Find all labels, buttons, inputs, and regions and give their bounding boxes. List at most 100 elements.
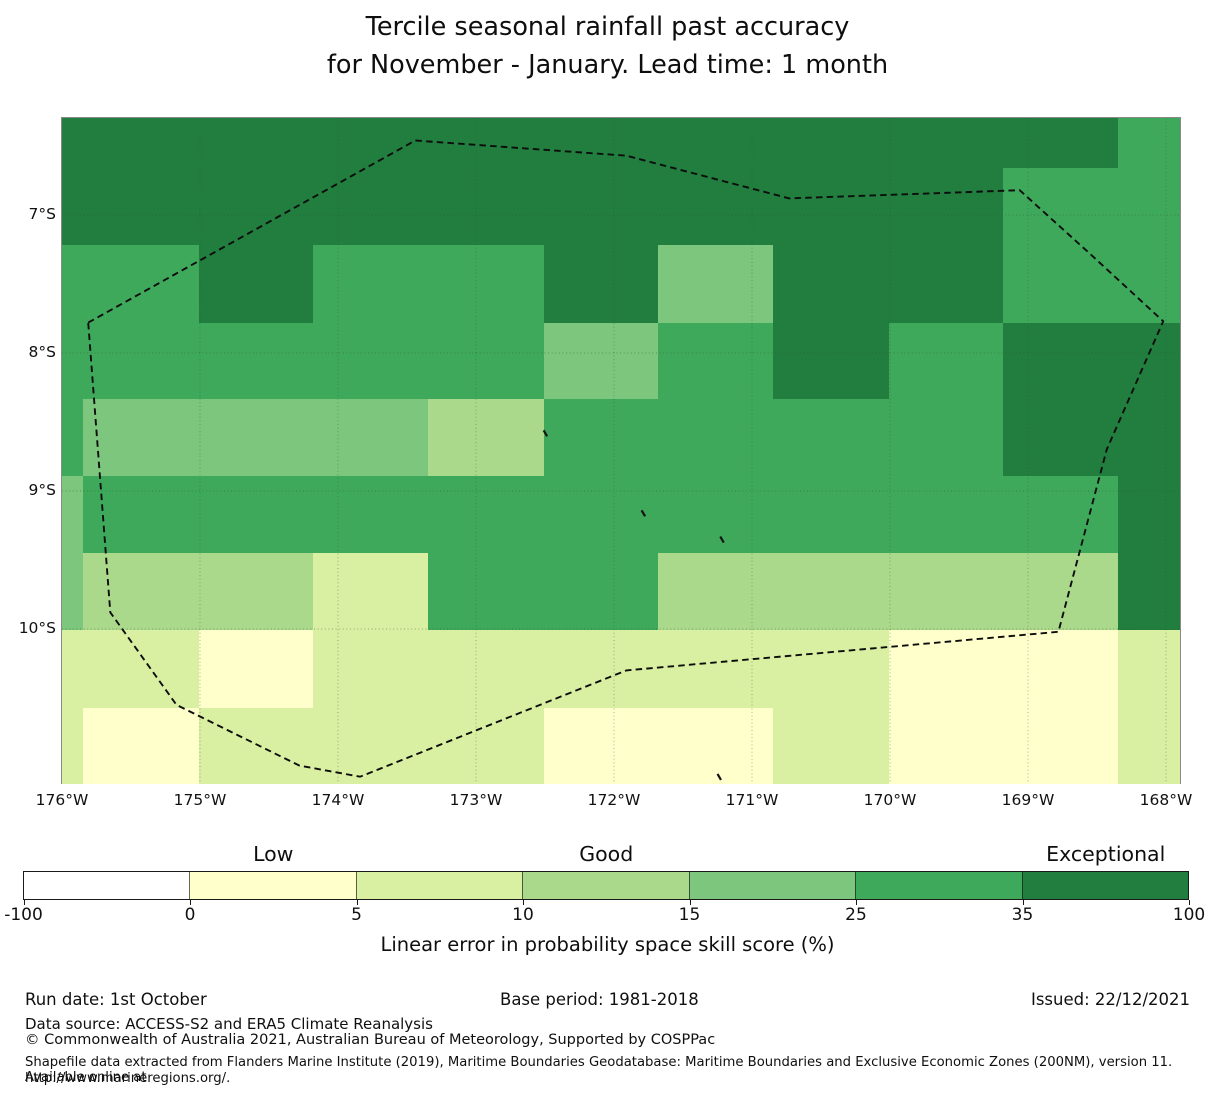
map-cell (658, 553, 774, 631)
map-cell (62, 118, 84, 169)
map-cell (198, 322, 314, 400)
map-cell (198, 553, 314, 631)
map-cell (427, 118, 545, 169)
map-cell (888, 707, 1004, 785)
footer-run-date: Run date: 1st October (25, 990, 207, 1009)
map-cell (427, 245, 545, 324)
map-cell (543, 707, 659, 785)
colorbar-tick-label: -100 (4, 905, 43, 925)
map-cell (888, 475, 1004, 554)
map-cell (198, 245, 314, 324)
map-cell (772, 398, 890, 477)
map-cell (62, 245, 84, 324)
map-cell (543, 245, 659, 324)
colorbar-tick-label: 10 (512, 905, 534, 925)
colorbar-axis-label: Linear error in probability space skill … (380, 933, 835, 956)
map-cell (772, 245, 890, 324)
lon-tick-label: 168°W (1139, 791, 1193, 809)
map-cell (1003, 707, 1119, 785)
colorbar (23, 871, 1189, 900)
map-cell (62, 475, 84, 554)
lon-tick-label: 169°W (1001, 791, 1055, 809)
map-cell (62, 322, 84, 400)
footer-base-period: Base period: 1981-2018 (500, 990, 699, 1009)
map-cell (658, 168, 774, 246)
map-cell (543, 168, 659, 246)
map-cell (658, 630, 774, 709)
map-cell (658, 322, 774, 400)
lon-tick-label: 175°W (173, 791, 227, 809)
lon-tick-label: 170°W (863, 791, 917, 809)
footer-issued-date: Issued: 22/12/2021 (1030, 990, 1190, 1009)
map-cell (888, 168, 1004, 246)
map-cell (1003, 630, 1119, 709)
island-mark (716, 773, 722, 781)
map-cell (427, 322, 545, 400)
map-cell (313, 322, 429, 400)
map-cell (62, 707, 84, 785)
map-cell (62, 168, 84, 246)
lat-tick-label: 10°S (18, 619, 56, 637)
map-cell (82, 398, 200, 477)
colorbar-tick-label: 15 (678, 905, 701, 925)
map-cell (82, 118, 200, 169)
colorbar-tick-mark (190, 900, 191, 905)
page-title-line1: Tercile seasonal rainfall past accuracy (365, 12, 850, 42)
map-cell (658, 707, 774, 785)
lat-tick-label: 7°S (28, 205, 56, 223)
map-cell (62, 398, 84, 477)
map-cell (1117, 630, 1181, 709)
lat-tick-label: 8°S (28, 343, 56, 361)
map-cell (888, 322, 1004, 400)
island-mark (719, 535, 725, 544)
colorbar-segment (1021, 872, 1188, 899)
map-cell (1117, 245, 1181, 324)
colorbar-segment (855, 872, 1022, 899)
footer-shapefile-attribution-line2: http://www.marineregions.org/. (25, 1071, 231, 1086)
colorbar-tick-mark (356, 900, 358, 905)
map-cell (772, 118, 890, 169)
colorbar-category-label: Good (579, 842, 634, 866)
lon-tick-label: 172°W (587, 791, 641, 809)
island-mark (640, 509, 647, 517)
lon-tick-label: 176°W (35, 791, 89, 809)
map-cell (772, 168, 890, 246)
eez-boundary-line (87, 139, 1165, 778)
map-cell (427, 707, 545, 785)
map-cell (1003, 553, 1119, 631)
map-cell (62, 630, 84, 709)
map-cell (1117, 322, 1181, 400)
map-cell (1117, 118, 1181, 169)
map-cell (198, 475, 314, 554)
island-mark (542, 429, 549, 437)
map-cell (772, 553, 890, 631)
map-cell (658, 245, 774, 324)
map-cell (772, 322, 890, 400)
map-cell (1117, 168, 1181, 246)
map-cell (313, 707, 429, 785)
colorbar-tick-mark (1022, 900, 1024, 905)
map-cell (313, 630, 429, 709)
map-cell (888, 553, 1004, 631)
map-cell (198, 398, 314, 477)
colorbar-segment (24, 872, 190, 899)
map-cell (543, 475, 659, 554)
footer-copyright: © Commonwealth of Australia 2021, Austra… (25, 1032, 716, 1048)
map-cell (1003, 245, 1119, 324)
page-title-line2: for November - January. Lead time: 1 mon… (326, 50, 889, 80)
map-cell (313, 245, 429, 324)
map-cell (82, 168, 200, 246)
footer-data-source: Data source: ACCESS-S2 and ERA5 Climate … (25, 1015, 433, 1033)
colorbar-tick-mark (689, 900, 691, 905)
map-cell (772, 630, 890, 709)
map-cell (888, 398, 1004, 477)
map-cell (1117, 553, 1181, 631)
colorbar-tick-mark (1189, 900, 1190, 905)
colorbar-segment (688, 872, 856, 899)
map-cell (82, 553, 200, 631)
map-cell (543, 118, 659, 169)
map-overlay (62, 118, 1180, 783)
colorbar-category-label: Low (253, 842, 294, 866)
map-cell (1117, 398, 1181, 477)
